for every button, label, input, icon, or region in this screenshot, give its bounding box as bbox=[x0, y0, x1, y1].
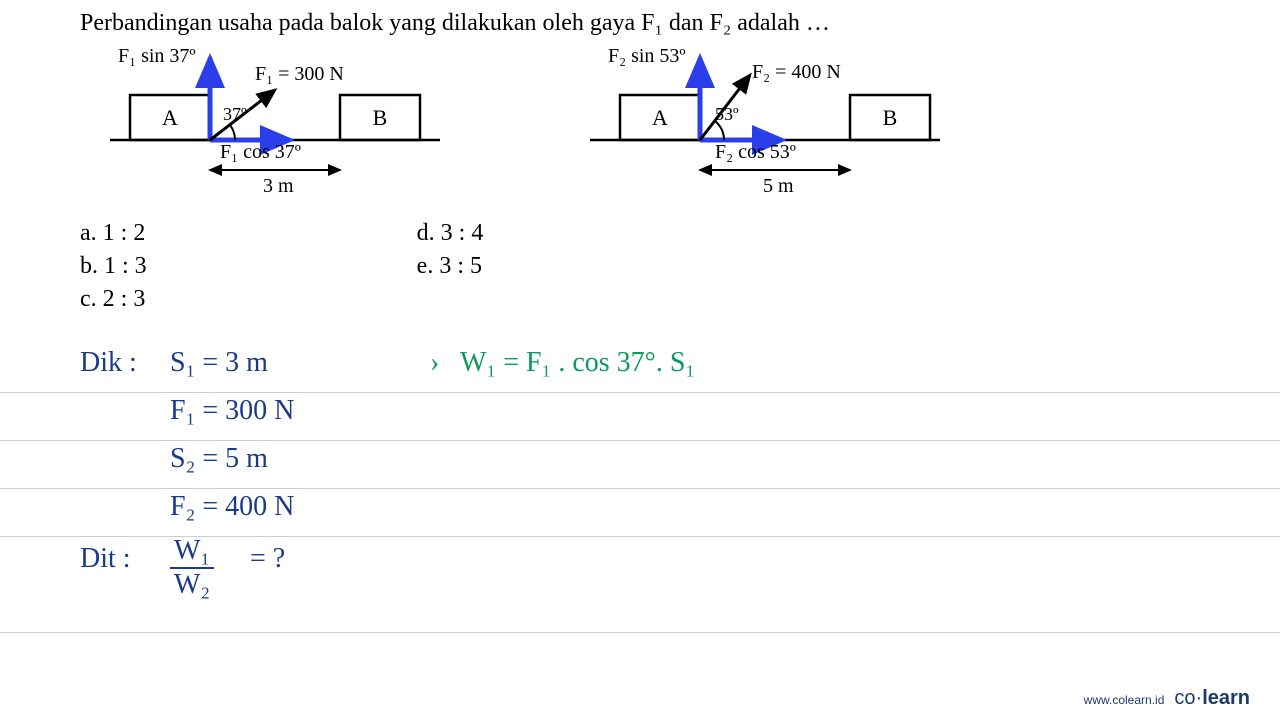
option-d: d. 3 : 4 bbox=[417, 220, 484, 247]
formula-arrow: › bbox=[430, 347, 439, 379]
question-text: Perbandingan usaha pada balok yang dilak… bbox=[80, 10, 830, 37]
footer-url: www.colearn.id bbox=[1084, 693, 1165, 707]
svg-text:B: B bbox=[373, 105, 388, 130]
dit-label: Dit : bbox=[80, 543, 131, 575]
worksheet: Dik : S₁ = 3 m › W₁ = F₁ . cos 37°. S₁ F… bbox=[0, 345, 1280, 681]
angle-label-right: 53º bbox=[715, 104, 739, 124]
force-label-left: F₁ = 300 N bbox=[255, 63, 344, 85]
option-e: e. 3 : 5 bbox=[417, 253, 484, 280]
sin-label-right: F₂ sin 53º bbox=[608, 45, 686, 67]
s1-value: S₁ = 3 m bbox=[170, 347, 268, 379]
option-a: a. 1 : 2 bbox=[80, 220, 147, 247]
svg-text:A: A bbox=[162, 105, 178, 130]
options: a. 1 : 2 b. 1 : 3 c. 2 : 3 d. 3 : 4 e. 3… bbox=[80, 220, 483, 313]
option-b: b. 1 : 3 bbox=[80, 253, 147, 280]
f2-value: F₂ = 400 N bbox=[170, 491, 294, 523]
ratio-den: W₂ bbox=[170, 569, 214, 601]
q-mark: = ? bbox=[250, 543, 285, 575]
cos-label-right: F₂ cos 53º bbox=[715, 141, 796, 163]
s2-value: S₂ = 5 m bbox=[170, 443, 268, 475]
dik-label: Dik : bbox=[80, 347, 137, 379]
cos-label-left: F₁ cos 37º bbox=[220, 141, 301, 163]
distance-left: 3 m bbox=[263, 175, 294, 197]
f1-value: F₁ = 300 N bbox=[170, 395, 294, 427]
formula: W₁ = F₁ . cos 37°. S₁ bbox=[460, 347, 695, 379]
svg-text:B: B bbox=[883, 105, 898, 130]
angle-label-left: 37º bbox=[223, 104, 247, 124]
diagram-right: A B F₂ sin 53º F₂ = 400 N 53º F₂ cos 53º… bbox=[560, 40, 960, 200]
diagram-right-svg: A B F₂ sin 53º F₂ = 400 N 53º F₂ cos 53º… bbox=[560, 40, 960, 200]
option-c: c. 2 : 3 bbox=[80, 286, 147, 313]
distance-right: 5 m bbox=[763, 175, 794, 197]
diagram-left: A B F₁ sin 37º F₁ = 300 N 37º F₁ cos 37º… bbox=[80, 40, 480, 200]
svg-text:A: A bbox=[652, 105, 668, 130]
force-label-right: F₂ = 400 N bbox=[752, 61, 841, 83]
footer: www.colearn.id co·learn bbox=[1084, 687, 1250, 710]
ratio-num: W₁ bbox=[170, 535, 214, 569]
sin-label-left: F₁ sin 37º bbox=[118, 45, 196, 67]
diagrams-container: A B F₁ sin 37º F₁ = 300 N 37º F₁ cos 37º… bbox=[80, 40, 1200, 200]
brand: co·learn bbox=[1174, 687, 1250, 709]
diagram-left-svg: A B F₁ sin 37º F₁ = 300 N 37º F₁ cos 37º… bbox=[80, 40, 480, 200]
ratio-fraction: W₁ W₂ bbox=[170, 535, 214, 601]
